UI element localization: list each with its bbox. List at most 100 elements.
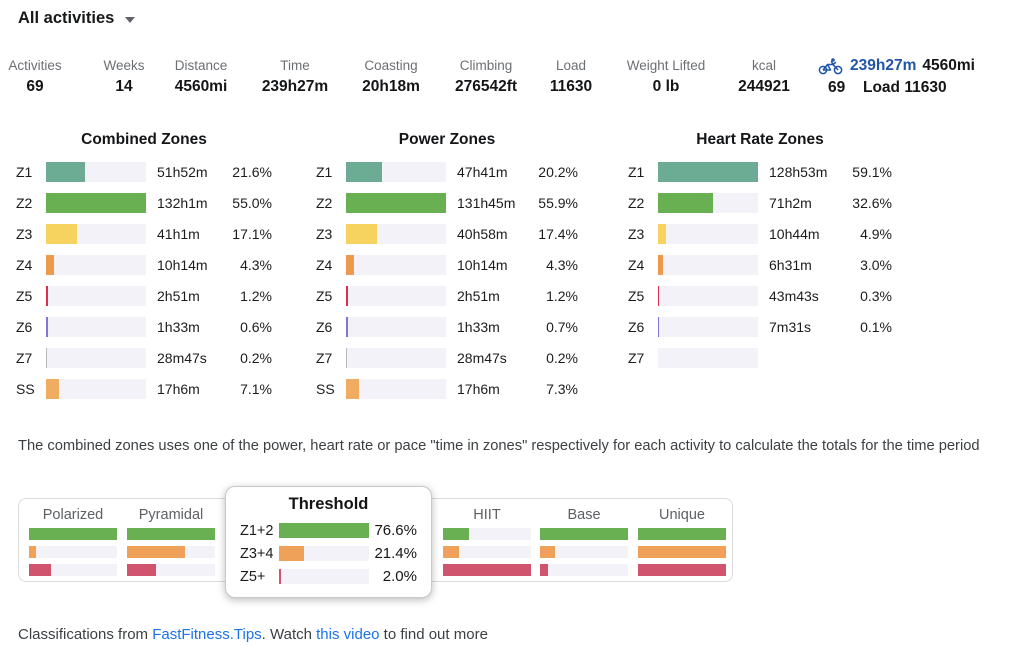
zone-time: 10h14m [457,257,508,273]
stat-value: 244921 [738,78,790,95]
stat-label: Time [280,58,310,73]
ride-total-time[interactable]: 239h27m [850,57,917,74]
threshold-zone-label: Z3+4 [240,545,274,562]
zone-percent: 1.2% [546,288,578,304]
zone-bar-fill [346,255,354,275]
zone-percent: 7.3% [546,381,578,397]
zone-label: Z6 [628,319,645,335]
zone-percent: 4.3% [546,257,578,273]
stat-label: Weight Lifted [626,58,706,73]
zone-percent: 17.1% [232,226,272,242]
zone-bar-track [346,348,446,368]
stat-item: Climbing 276542ft [446,57,526,96]
zone-row: Z1 51h52m 21.6% [16,162,272,182]
zone-percent: 7.1% [240,381,272,397]
zone-bar-track [46,379,146,399]
zone-bar-track [346,162,446,182]
zone-percent: 0.3% [860,288,892,304]
zone-row: Z1 128h53m 59.1% [628,162,892,182]
mini-bar-track [540,528,628,540]
zone-time: 47h41m [457,164,508,180]
stat-item: Time 239h27m [258,57,332,96]
mini-bar-fill [540,528,628,540]
zone-label: Z4 [628,257,645,273]
zone-label: Z6 [16,319,33,335]
zone-bar-track [658,317,758,337]
zone-bar-track [346,286,446,306]
stat-label: Distance [174,58,228,73]
mini-bar-track [29,528,117,540]
ride-summary: 239h27m 4560mi 69 Load 11630 [818,57,1018,97]
zone-row: Z2 132h1m 55.0% [16,193,272,213]
threshold-popup-row: Z1+2 76.6% [240,522,417,539]
stat-item: Weight Lifted 0 lb [616,57,716,96]
ride-summary-line1: 239h27m 4560mi [818,57,1018,75]
stat-label: Coasting [364,58,418,73]
zone-label: Z3 [16,226,33,242]
zone-time: 2h51m [457,288,500,304]
threshold-bar-track [279,523,369,538]
zone-time: 28m47s [457,350,507,366]
zone-row: Z2 71h2m 32.6% [628,193,892,213]
zone-bar-track [658,255,758,275]
threshold-bar-track [279,569,369,584]
zone-percent: 0.2% [546,350,578,366]
zone-bar-fill [346,348,347,368]
zone-percent: 4.9% [860,226,892,242]
zone-bar-track [46,286,146,306]
mini-bar-track [29,546,117,558]
zone-bar-track [346,255,446,275]
mini-bar-fill [540,546,555,558]
mini-bar-fill [29,528,117,540]
stat-item: Weeks 14 [94,57,154,96]
zone-percent: 55.0% [232,195,272,211]
zone-time: 6h31m [769,257,812,273]
zone-bar-track [658,348,758,368]
zone-chart-title: Combined Zones [81,131,207,148]
zone-bar-fill [46,193,146,213]
chevron-down-icon [125,17,136,23]
mini-bar-track [127,528,215,540]
zone-label: Z1 [316,164,333,180]
zone-row: Z2 131h45m 55.9% [316,193,578,213]
mini-bar-track [638,528,726,540]
fastfitness-link[interactable]: FastFitness.Tips [152,626,262,643]
zone-label: Z1 [628,164,645,180]
zone-bar-fill [658,286,660,306]
zone-chart-title: Heart Rate Zones [696,131,824,148]
zone-bar-track [46,224,146,244]
zone-label: Z2 [316,195,333,211]
zone-row: Z7 28m47s 0.2% [16,348,272,368]
mini-bar-track [443,546,531,558]
footer-text-suffix: to find out more [379,626,488,643]
zone-label: Z2 [16,195,33,211]
mini-bar-fill [638,528,726,540]
stat-label: Load [555,58,587,73]
stat-item: Distance 4560mi [166,57,236,96]
video-link[interactable]: this video [316,626,380,643]
zone-bar-fill [658,224,666,244]
zone-label: Z5 [316,288,333,304]
footer-text-prefix: Classifications from [18,626,153,643]
threshold-bar-fill [279,523,369,538]
classification-card-title: Unique [659,507,705,523]
zone-row: Z5 2h51m 1.2% [316,286,578,306]
zone-percent: 55.9% [538,195,578,211]
zone-percent: 3.0% [860,257,892,273]
ride-load: Load 11630 [863,79,947,96]
classification-card-bars [540,528,628,582]
classification-card-title: Pyramidal [138,507,204,523]
zone-chart: Power Zones Z1 47h41m 20.2% Z2 131h45m 55.9% Z3… [316,130,578,410]
zone-row: Z3 41h1m 17.1% [16,224,272,244]
zone-time: 51h52m [157,164,208,180]
threshold-popup-row: Z5+ 2.0% [240,568,417,585]
ride-summary-line2: 69 Load 11630 [818,79,1018,97]
stat-value: 20h18m [362,78,420,95]
zone-row: Z3 40h58m 17.4% [316,224,578,244]
zone-time: 1h33m [457,319,500,335]
zone-row: Z4 10h14m 4.3% [16,255,272,275]
activities-filter-dropdown[interactable]: All activities [18,9,136,28]
zone-time: 2h51m [157,288,200,304]
stat-label: kcal [751,58,776,73]
ride-total-distance: 4560mi [922,57,975,74]
